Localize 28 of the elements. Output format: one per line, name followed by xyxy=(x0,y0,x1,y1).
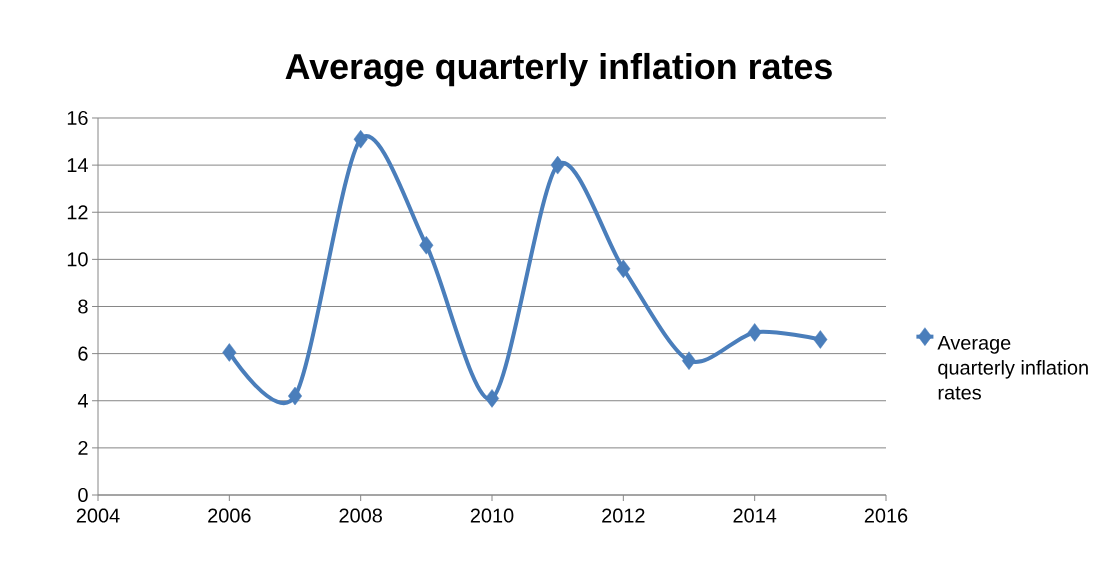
y-tick-label: 4 xyxy=(77,393,88,408)
y-tick-label: 0 xyxy=(78,487,88,503)
point xyxy=(288,386,302,406)
x-tick-label: 2004 xyxy=(76,508,120,523)
y-tick-label: 12 xyxy=(67,205,88,220)
x-tick-label: 2008 xyxy=(339,508,382,523)
point xyxy=(616,259,631,279)
point xyxy=(485,389,499,408)
y-tick-label: 10 xyxy=(67,252,88,267)
point xyxy=(353,129,368,149)
point xyxy=(550,155,565,175)
x-tick-label: 2016 xyxy=(864,508,908,523)
legend-label: Average quarterly inflation rates xyxy=(937,335,1088,400)
x-tick-label: 2014 xyxy=(733,508,777,523)
y-tick-label: 6 xyxy=(78,346,88,361)
y-tick-label: 8 xyxy=(78,299,88,314)
y-tick-label: 14 xyxy=(67,158,88,172)
point xyxy=(682,351,697,370)
point xyxy=(747,323,762,342)
point xyxy=(222,343,237,362)
x-tick-label: 2006 xyxy=(208,508,251,523)
chart-title: Average quarterly inflation rates xyxy=(285,52,832,87)
y-tick-label: 2 xyxy=(78,440,88,455)
point xyxy=(813,330,828,349)
x-tick-label: 2010 xyxy=(470,508,514,523)
point xyxy=(419,235,434,255)
x-tick-label: 2012 xyxy=(602,508,645,523)
y-tick-label: 16 xyxy=(67,110,88,126)
